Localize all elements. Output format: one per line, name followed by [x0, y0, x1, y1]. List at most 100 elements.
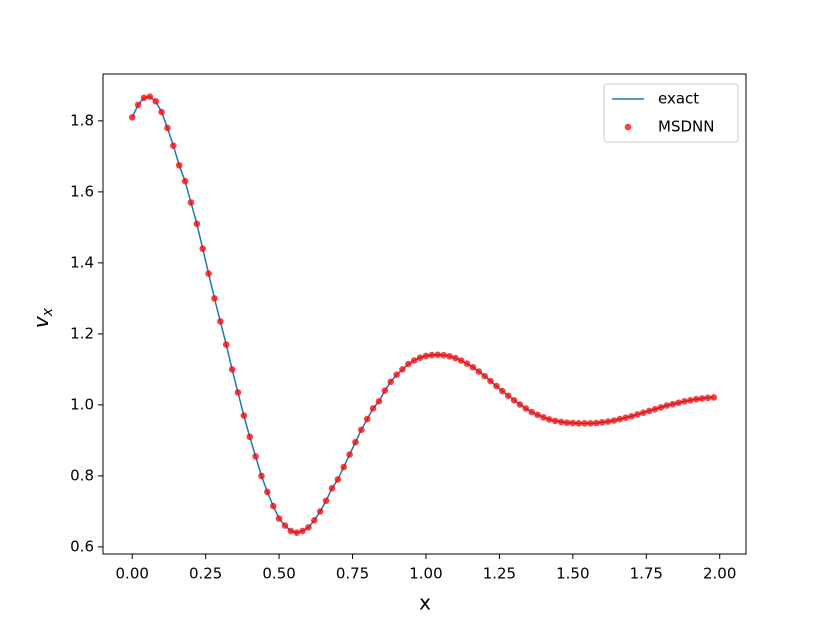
point	[352, 438, 359, 446]
point	[328, 485, 336, 492]
point	[622, 414, 630, 421]
y-tick-label: 1.4	[70, 253, 94, 271]
point	[651, 405, 659, 413]
point	[311, 516, 318, 524]
point	[563, 419, 571, 426]
point	[164, 124, 171, 132]
point	[628, 412, 635, 420]
point	[692, 395, 700, 403]
point	[228, 366, 236, 373]
legend-swatch	[624, 123, 632, 131]
x-tick-label: 1.00	[409, 565, 442, 583]
x-tick-label: 0.25	[189, 565, 222, 583]
point	[175, 161, 183, 169]
point	[269, 502, 277, 510]
point	[457, 357, 465, 364]
point	[540, 414, 547, 421]
point	[657, 404, 665, 411]
point	[293, 529, 301, 536]
x-axis-label: x	[419, 591, 431, 615]
point	[616, 415, 624, 423]
point	[152, 98, 160, 105]
point	[528, 408, 536, 416]
point	[710, 394, 718, 401]
point	[287, 527, 295, 535]
legend-label: MSDNN	[658, 118, 714, 136]
point	[663, 402, 671, 409]
point	[264, 488, 271, 496]
point	[604, 418, 612, 425]
y-axis-label: vx	[29, 307, 57, 328]
point	[246, 433, 254, 441]
point	[446, 352, 453, 360]
point	[399, 366, 406, 373]
y-tick-label: 1.2	[70, 324, 94, 342]
point	[569, 419, 577, 427]
point	[416, 354, 424, 361]
point	[146, 93, 154, 101]
point	[410, 357, 418, 364]
y-tick-label: 1.0	[70, 395, 94, 413]
point	[134, 101, 142, 109]
point	[281, 522, 289, 529]
point	[581, 420, 588, 427]
point	[211, 295, 218, 302]
point	[487, 377, 494, 385]
y-tick-label: 1.8	[70, 111, 94, 129]
point	[587, 420, 594, 427]
point	[475, 368, 483, 375]
point	[610, 417, 618, 424]
point	[205, 270, 212, 277]
point	[516, 401, 524, 408]
point	[463, 360, 471, 368]
plot-frame	[102, 73, 747, 555]
point	[504, 392, 512, 399]
point	[598, 418, 606, 426]
point	[469, 363, 477, 371]
point	[375, 398, 383, 405]
point	[187, 199, 195, 206]
point	[640, 409, 647, 416]
point	[217, 318, 224, 325]
x-tick-label: 1.75	[630, 565, 663, 583]
point	[593, 419, 600, 427]
point	[340, 463, 348, 471]
y-tick-label: 0.6	[70, 537, 94, 555]
point	[387, 378, 395, 386]
point	[393, 371, 400, 379]
point	[363, 415, 371, 423]
y-tick-label: 0.8	[70, 466, 94, 484]
legend-label: exact	[658, 90, 699, 108]
y-label-sub: x	[40, 307, 56, 317]
point	[322, 497, 330, 505]
point	[499, 387, 506, 395]
point	[669, 400, 677, 408]
point	[199, 245, 207, 252]
point	[405, 360, 412, 368]
x-tick-label: 2.00	[703, 565, 736, 583]
point	[128, 114, 136, 121]
x-tick-label: 0.00	[116, 565, 149, 583]
point	[534, 411, 541, 419]
point	[428, 351, 436, 359]
point	[681, 398, 688, 405]
point	[158, 108, 165, 116]
point	[481, 372, 489, 380]
point	[440, 351, 447, 359]
point	[546, 416, 553, 423]
point	[557, 418, 565, 426]
point	[358, 426, 365, 434]
x-tick-label: 1.50	[556, 565, 589, 583]
point	[252, 453, 259, 460]
point	[493, 382, 500, 390]
y-tick-label: 1.6	[70, 182, 94, 200]
point	[510, 396, 518, 404]
point	[551, 417, 559, 425]
x-tick-label: 1.25	[483, 565, 516, 583]
point	[170, 142, 177, 150]
point	[240, 412, 248, 419]
point	[299, 527, 306, 535]
point	[234, 389, 242, 396]
point	[645, 407, 653, 415]
